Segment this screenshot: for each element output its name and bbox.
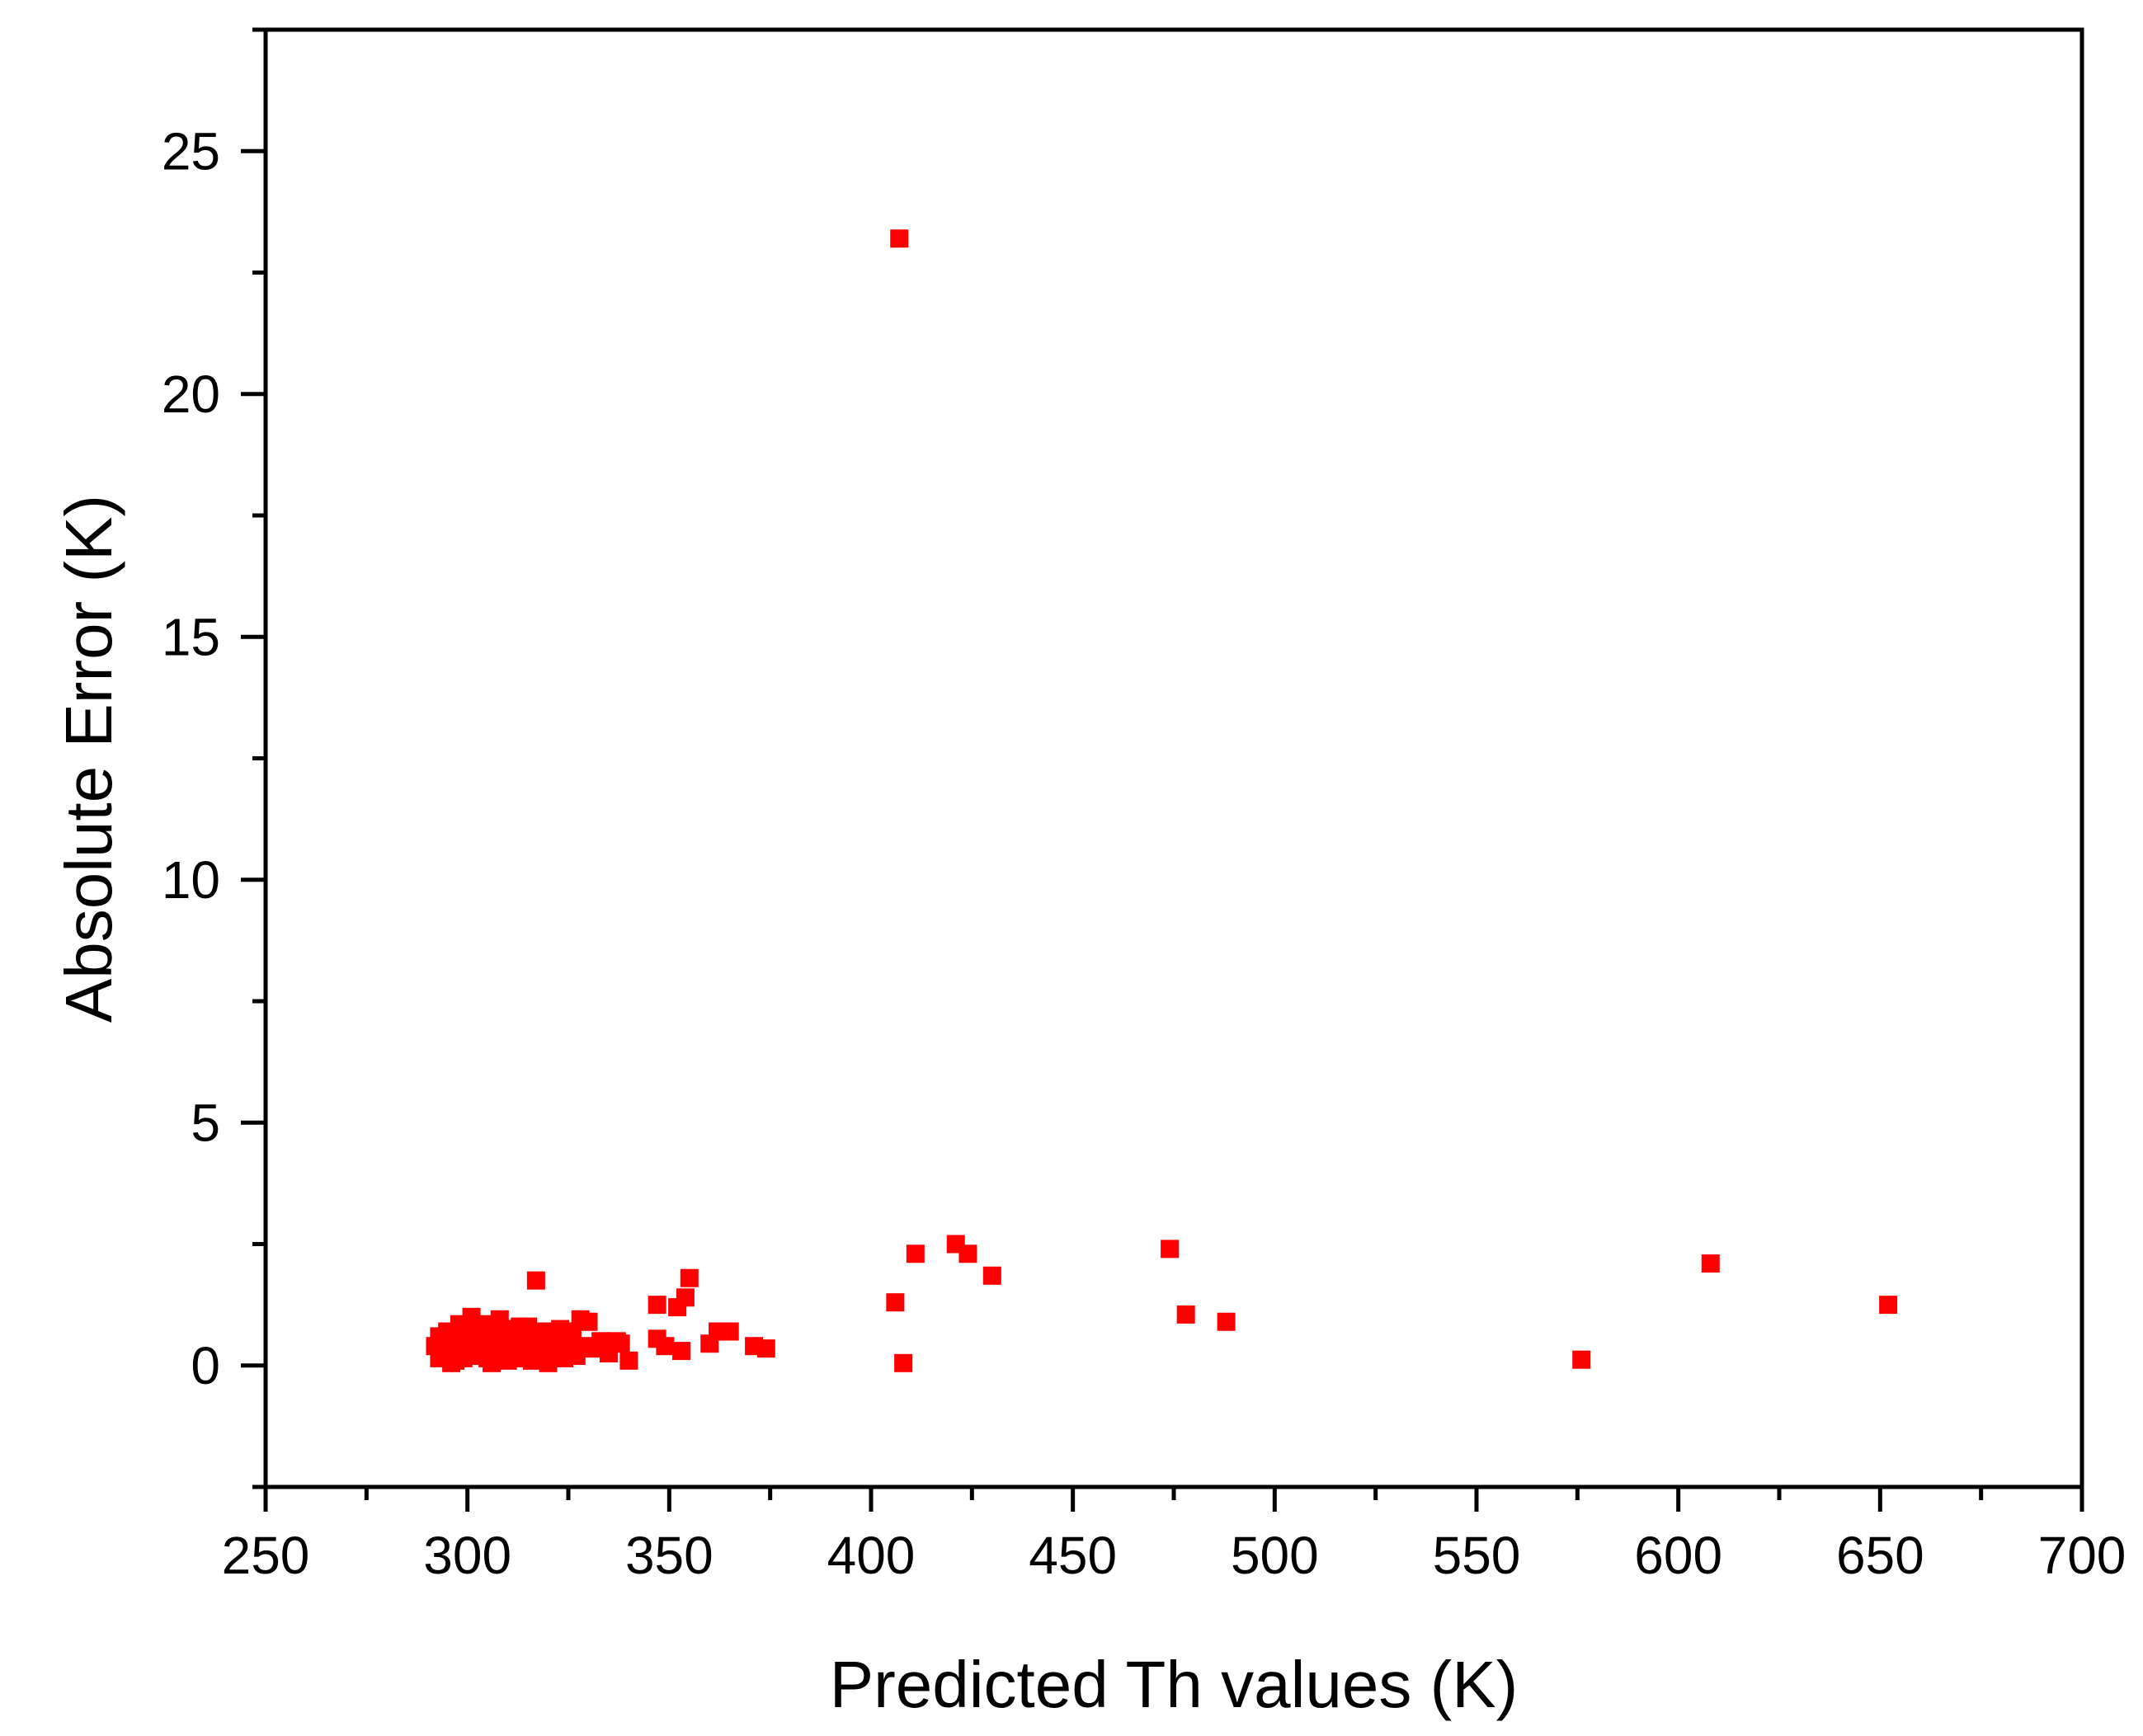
data-point [756,1339,775,1358]
y-tick-label: 15 [162,607,220,666]
data-point [680,1268,699,1287]
data-point [886,1293,905,1312]
data-point [890,229,909,248]
data-points [426,229,1898,1372]
data-point [575,1337,594,1356]
data-point [906,1244,925,1263]
x-tick-label: 700 [2038,1526,2127,1585]
y-tick-label: 25 [162,121,220,181]
data-point [982,1266,1001,1285]
x-tick-label: 300 [423,1526,511,1585]
x-tick-label: 500 [1231,1526,1319,1585]
data-point [591,1332,610,1351]
plot-frame [263,27,2084,1489]
data-point [1701,1254,1720,1273]
data-point [470,1317,489,1336]
data-point [511,1317,530,1336]
data-point [648,1296,666,1315]
data-point [1879,1296,1898,1315]
x-axis-ticks: 250 300 350 400 450 500 550 600 650 700 [222,1487,2127,1585]
y-tick-label: 20 [162,365,220,424]
y-tick-label: 0 [191,1336,220,1395]
data-point [611,1334,630,1353]
x-tick-label: 550 [1433,1526,1521,1585]
data-point [619,1351,638,1370]
data-point [547,1324,566,1343]
x-tick-label: 400 [827,1526,916,1585]
data-point [672,1342,691,1361]
data-point [1161,1240,1180,1258]
y-tick-label: 5 [191,1093,220,1152]
y-tick-label: 10 [162,850,220,910]
data-point [1572,1350,1591,1369]
x-tick-label: 600 [1634,1526,1722,1585]
data-point [668,1298,687,1317]
x-tick-label: 250 [222,1526,310,1585]
data-point [526,1271,545,1290]
data-point [656,1337,675,1356]
data-point [720,1322,739,1341]
x-tick-label: 650 [1836,1526,1924,1585]
data-point [894,1353,913,1372]
data-point [958,1244,977,1263]
y-axis-title: Absolute Error (K) [52,495,125,1023]
x-tick-label: 350 [625,1526,714,1585]
x-axis-title: Predicted Th values (K) [830,1648,1518,1721]
y-axis-ticks: 0 5 10 15 20 25 [162,27,266,1489]
data-point [1217,1312,1236,1331]
x-tick-label: 450 [1029,1526,1117,1585]
data-point [1176,1305,1195,1324]
